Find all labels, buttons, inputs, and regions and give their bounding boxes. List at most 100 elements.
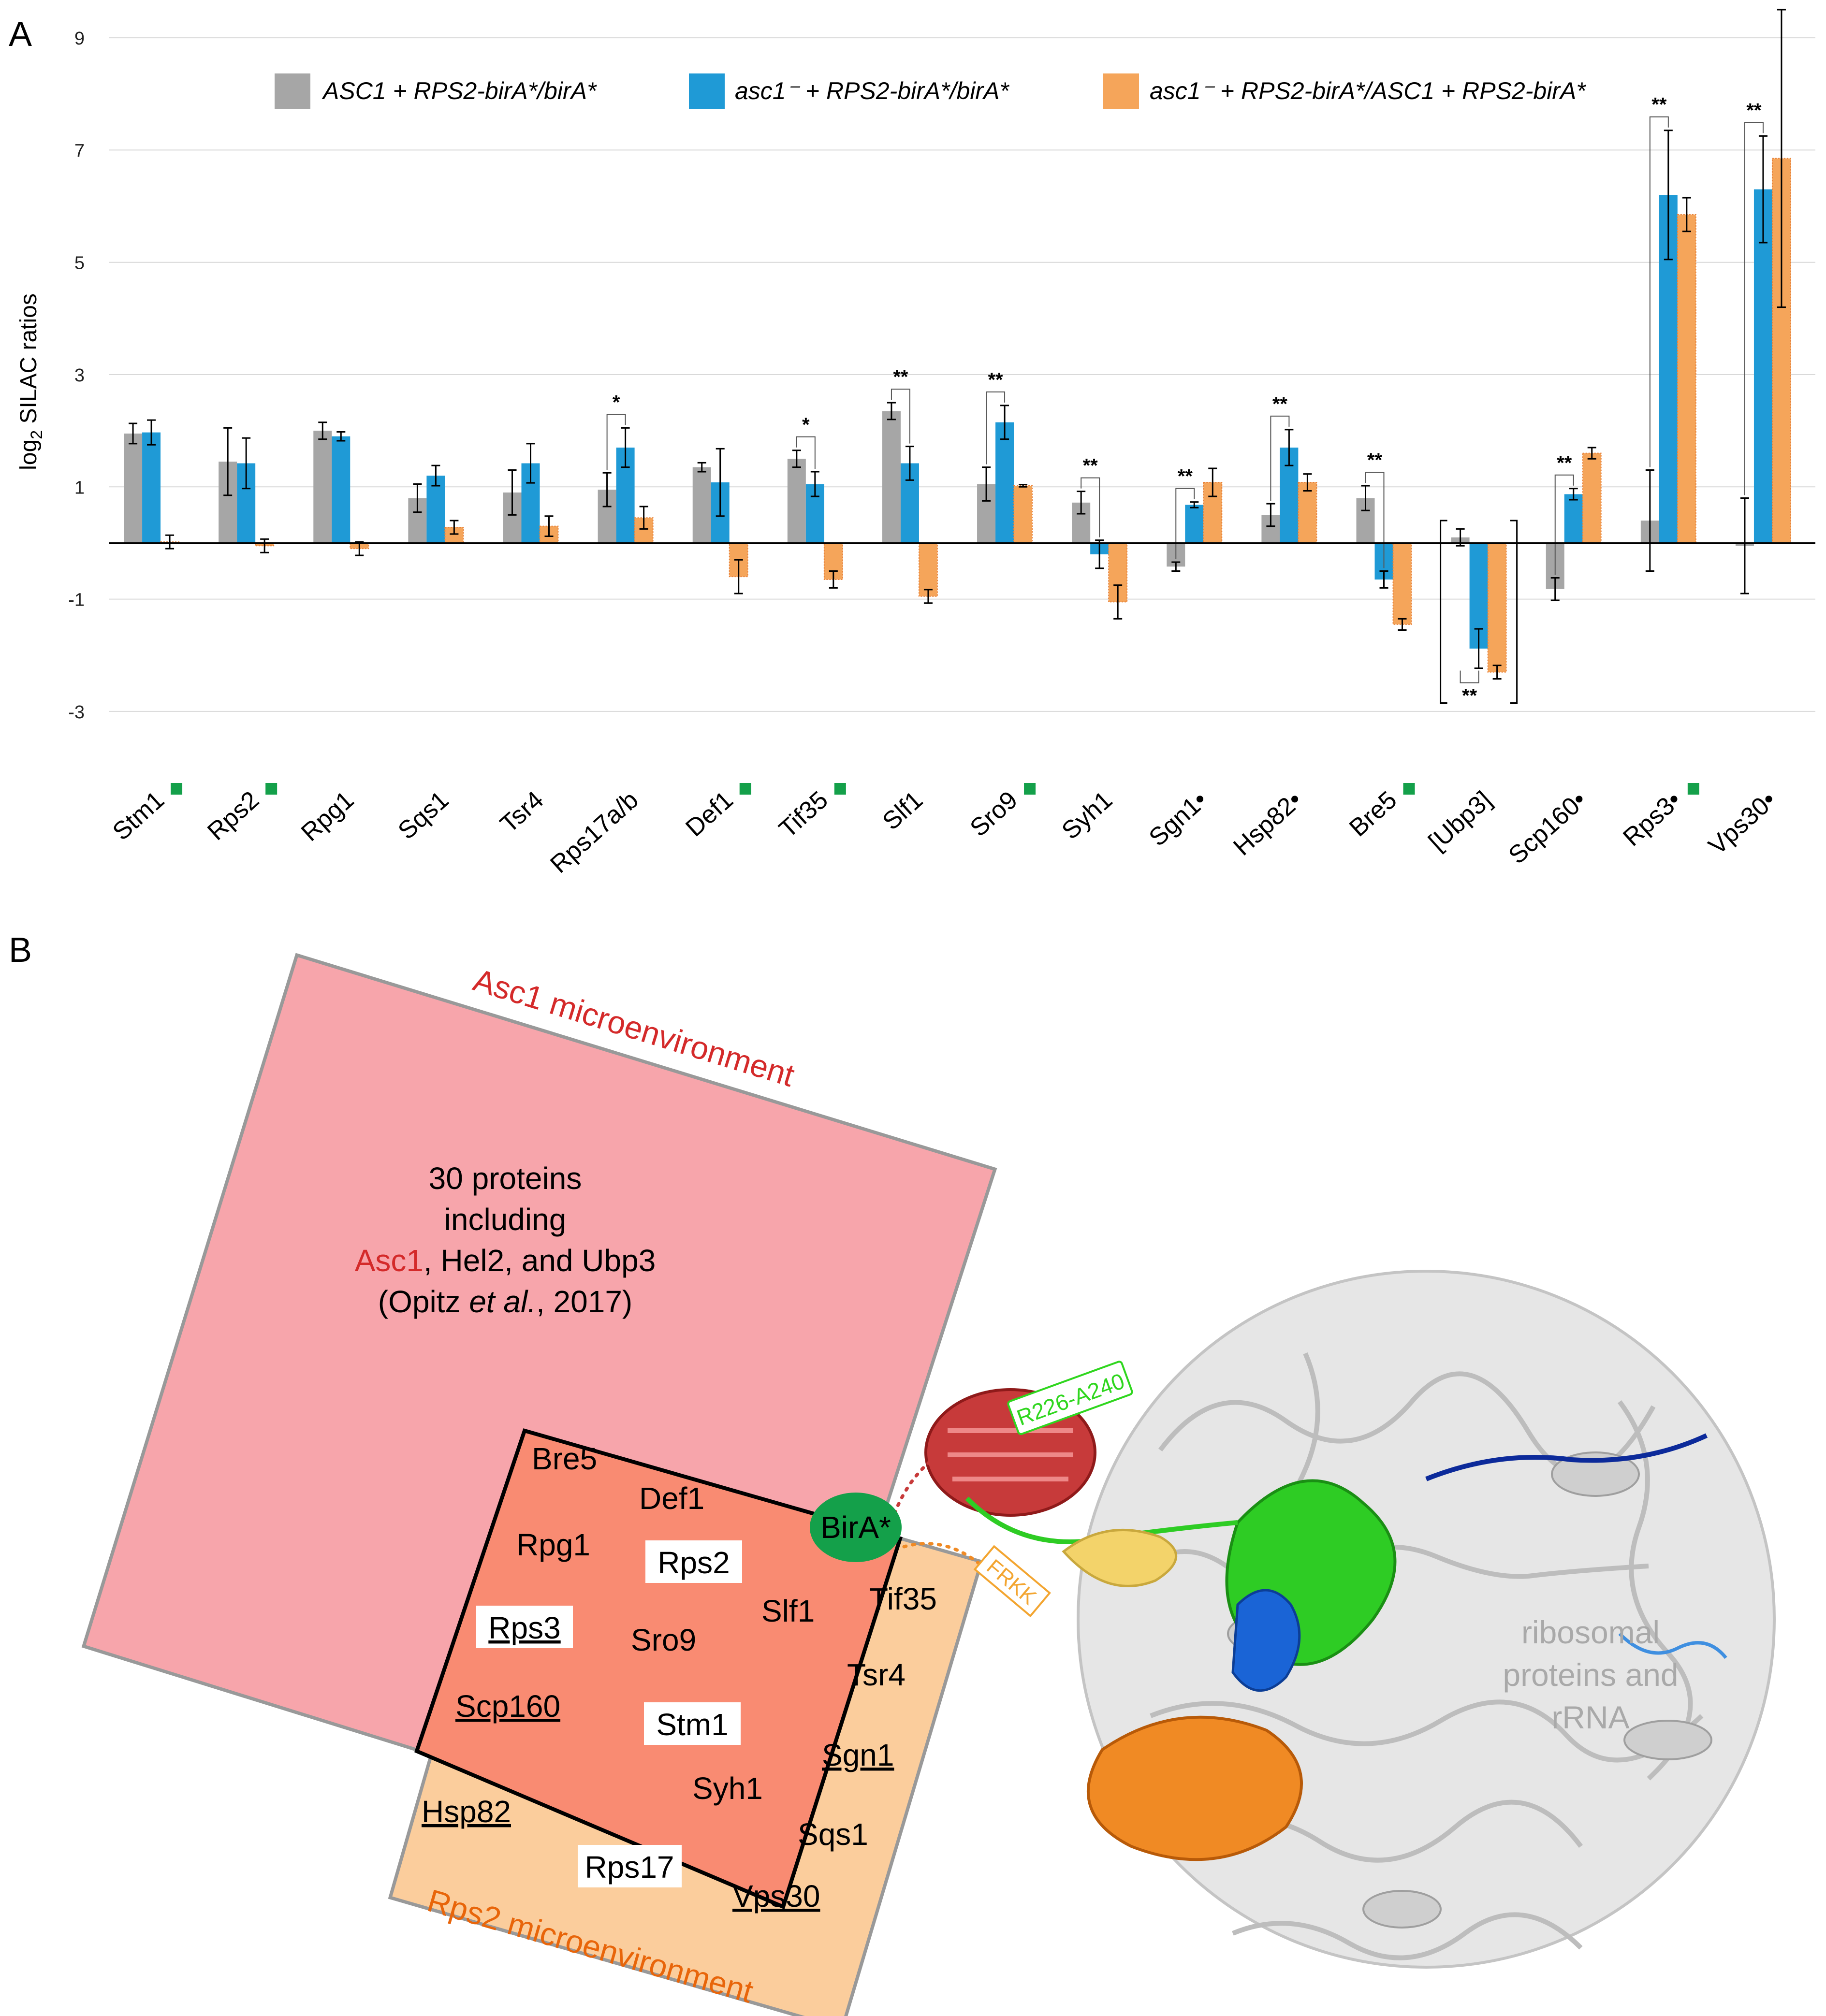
- y-tick-label-5: 7: [74, 141, 85, 161]
- legend-label-series-1: ASC1 + RPS2-birA*/birA*: [321, 77, 597, 104]
- rps17-label-box: [578, 1845, 682, 1887]
- overlap-region: [414, 1428, 903, 1910]
- sig-bracket-6: [1270, 415, 1290, 501]
- category-label-5: Rps17a/b: [545, 786, 643, 879]
- category-marker-7: [834, 783, 846, 795]
- category-label-17: Vps30•: [1703, 786, 1782, 860]
- protein-sgn1: Sgn1: [822, 1738, 894, 1772]
- category-group-10: Syh1: [1056, 786, 1118, 845]
- protein-sqs1: Sqs1: [798, 1817, 868, 1852]
- sig-bracket-1: [796, 436, 816, 469]
- bar-2-17: [1753, 189, 1772, 543]
- category-group-9: Sro9: [965, 786, 1023, 842]
- bar-3-8: [918, 542, 938, 597]
- ribosome-label-line-2: proteins and: [1503, 1657, 1678, 1693]
- sig-label-6: **: [1272, 393, 1288, 415]
- group-bracket-right: [1510, 520, 1518, 704]
- bar-3-14: [1487, 542, 1507, 673]
- category-marker-13: [1403, 783, 1415, 795]
- protein-bre5: Bre5: [532, 1441, 597, 1476]
- protein-slf1: Slf1: [761, 1594, 815, 1628]
- asc1-desc-line-1: 30 proteins: [429, 1161, 582, 1196]
- sig-bracket-7: [1365, 471, 1385, 568]
- bira-label: BirA*: [820, 1510, 891, 1545]
- ribosome-label-line-3: rRNA: [1551, 1699, 1629, 1735]
- protein-rps17: Rps17: [585, 1850, 674, 1885]
- category-marker-0: [171, 783, 183, 795]
- protein-stm1: Stm1: [656, 1707, 728, 1742]
- sig-label-4: **: [1083, 455, 1098, 477]
- overlap-protein-list: Bre5 Def1 Rpg1 Rps2 Slf1 Rps3 Sro9 Scp16…: [455, 1441, 815, 1806]
- asc1-desc-line-4: (Opitz et al., 2017): [378, 1284, 632, 1319]
- category-marker-9: [1024, 783, 1036, 795]
- y-axis-label: log2 SILAC ratios: [16, 293, 46, 470]
- bar-1-2: [313, 431, 332, 543]
- y-tick-label-1: -1: [68, 590, 85, 610]
- category-label-0: Stm1: [107, 786, 170, 846]
- protein-tif35: Tif35: [869, 1581, 937, 1616]
- category-label-13: Bre5: [1344, 786, 1402, 842]
- sig-bracket-4: [1081, 477, 1100, 537]
- panel-a-label: A: [9, 15, 32, 54]
- bar-2-11: [1185, 505, 1204, 543]
- sig-label-1: *: [802, 414, 810, 435]
- category-group-17: Vps30•: [1703, 786, 1782, 860]
- stm1-label-box: [644, 1702, 741, 1745]
- sig-bracket-8: [1460, 670, 1479, 683]
- bar-1-0: [124, 433, 143, 543]
- protein-hsp82: Hsp82: [422, 1794, 511, 1829]
- bar-1-8: [882, 411, 901, 543]
- sig-bracket-3: [986, 391, 1006, 464]
- rps2-only-protein-list: Tif35 Tsr4 Sgn1 Sqs1 Hsp82 Rps17 Vps30: [422, 1581, 937, 1914]
- category-group-13: Bre5: [1344, 786, 1402, 842]
- bar-2-15: [1564, 494, 1583, 543]
- group-bracket-left: [1440, 520, 1447, 704]
- legend-swatch-series-1: [275, 73, 310, 109]
- category-group-15: Scp160•: [1503, 786, 1592, 870]
- category-marker-6: [739, 783, 751, 795]
- asc1-desc-line-3: Asc1, Hel2, and Ubp3: [355, 1243, 656, 1278]
- bar-3-13: [1392, 542, 1412, 625]
- bar-2-2: [332, 436, 351, 543]
- sig-bracket-9: [1554, 474, 1574, 575]
- sig-bracket-11: [1744, 122, 1764, 495]
- category-group-4: Tsr4: [495, 786, 549, 839]
- legend-swatch-series-3: [1103, 73, 1139, 109]
- protein-sro9: Sro9: [631, 1623, 696, 1657]
- sig-bracket-10: [1649, 116, 1669, 467]
- category-group-16: Rps3•: [1618, 786, 1687, 852]
- category-label-10: Syh1: [1056, 786, 1118, 845]
- sig-label-8: **: [1462, 685, 1477, 706]
- sig-bracket-5: [1175, 488, 1195, 559]
- panel-b-diagram: B: [9, 931, 1776, 2016]
- category-group-8: Slf1: [877, 786, 928, 836]
- category-group-6: Def1: [680, 786, 738, 842]
- error-bars: [129, 9, 1786, 680]
- y-tick-label-0: -3: [68, 702, 85, 723]
- region-label-box: [1007, 1361, 1133, 1436]
- significance-brackets: **** **************** **: [606, 94, 1764, 706]
- motif-label-group: FRKK: [973, 1545, 1051, 1618]
- rps17-protein-structure: [1062, 1529, 1178, 1587]
- bar-2-9: [995, 422, 1014, 543]
- category-label-6: Def1: [680, 786, 738, 842]
- sig-label-0: *: [613, 392, 620, 413]
- protein-scp160: Scp160: [455, 1689, 560, 1724]
- category-label-14: [Ubp3]: [1423, 786, 1497, 856]
- category-label-1: Rps2: [202, 786, 264, 846]
- motif-label-box: [973, 1545, 1051, 1618]
- category-group-7: Tif35: [774, 786, 833, 843]
- category-label-12: Hsp82•: [1228, 786, 1307, 861]
- sig-label-9: **: [1557, 452, 1572, 474]
- sig-label-11: **: [1746, 100, 1762, 121]
- category-marker-1: [265, 783, 278, 795]
- ribosome-label-line-1: ribosomal: [1521, 1614, 1660, 1650]
- stm1-protein-structure: [1231, 1433, 1727, 1692]
- bar-3-16: [1677, 214, 1696, 544]
- grid-lines: [109, 37, 1815, 712]
- protein-rpg1: Rpg1: [516, 1527, 590, 1562]
- category-group-2: Rpg1: [296, 786, 359, 847]
- legend-swatch-series-2: [689, 73, 725, 109]
- y-tick-label-3: 3: [74, 365, 85, 386]
